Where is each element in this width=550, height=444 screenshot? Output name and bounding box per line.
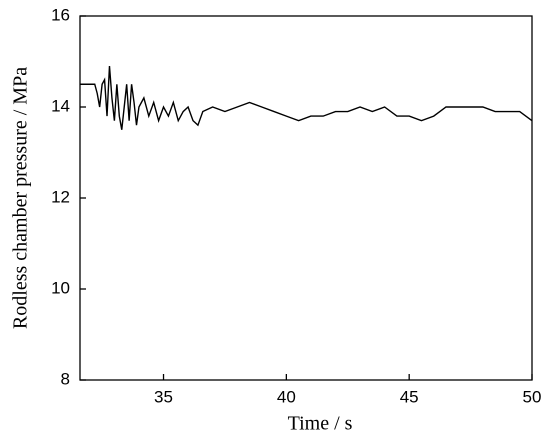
x-axis-title: Time / s: [288, 413, 353, 435]
y-tick-label: 14: [51, 96, 70, 115]
plot-frame: [79, 15, 533, 381]
y-axis-title: Rodless chamber pressure / MPa: [10, 67, 32, 329]
x-tick-label: 45: [400, 387, 419, 406]
data-line: [80, 65, 533, 130]
y-tick-label: 12: [51, 187, 70, 206]
y-tick-label: 8: [61, 369, 70, 388]
x-tick-label: 35: [154, 387, 173, 406]
x-tick-label: 40: [277, 387, 296, 406]
y-tick-label: 16: [51, 5, 70, 24]
x-tick-label: 50: [523, 387, 542, 406]
y-tick-label: 10: [51, 278, 70, 297]
